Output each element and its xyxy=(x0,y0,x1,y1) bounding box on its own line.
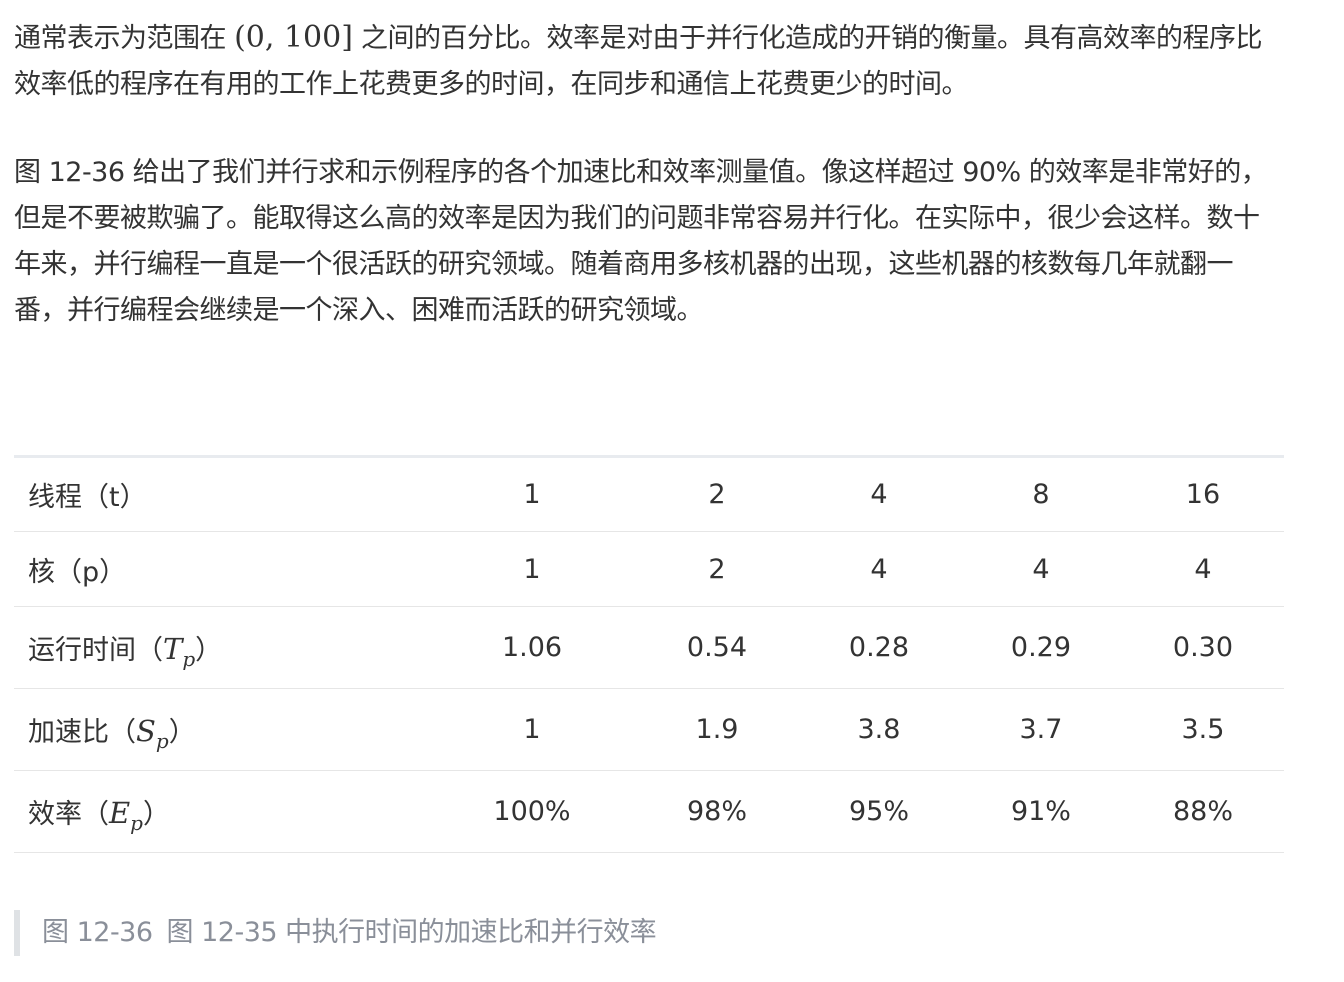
row-label-threads: 线程（t） xyxy=(14,456,428,532)
table-cell: 2 xyxy=(636,456,798,532)
table-cell: 100% xyxy=(428,770,636,853)
row-label-speedup: 加速比（Sp） xyxy=(14,688,428,771)
table-cell: 4 xyxy=(1121,531,1284,607)
table-row-runtime: 运行时间（Tp） 1.06 0.54 0.28 0.29 0.30 xyxy=(14,606,1284,689)
table-cell: 3.8 xyxy=(797,688,960,771)
table-cell: 8 xyxy=(959,456,1122,532)
table-cell: 1 xyxy=(428,688,636,771)
label-text: 运行时间（ xyxy=(28,635,163,666)
table-cell: 95% xyxy=(797,770,960,853)
label-text: ） xyxy=(195,635,223,666)
table-row-efficiency: 效率（Ep） 100% 98% 95% 91% 88% xyxy=(14,770,1284,853)
table-cell: 16 xyxy=(1121,456,1284,532)
math-range: (0, 100] xyxy=(234,20,353,55)
table-cell: 2 xyxy=(636,531,798,607)
table-cell: 88% xyxy=(1121,770,1284,853)
figure-number: 图 12-36 xyxy=(42,917,153,948)
table-cell: 3.5 xyxy=(1121,688,1284,771)
label-text: ） xyxy=(168,717,196,748)
table-row-speedup: 加速比（Sp） 1 1.9 3.8 3.7 3.5 xyxy=(14,688,1284,771)
paragraph-figure-discussion: 图 12-36 给出了我们并行求和示例程序的各个加速比和效率测量值。像这样超过 … xyxy=(14,157,1268,326)
table-cell: 4 xyxy=(797,456,960,532)
table-cell: 0.29 xyxy=(959,606,1122,689)
table-cell: 4 xyxy=(797,531,960,607)
table-cell: 0.28 xyxy=(797,606,960,689)
math-variable: T xyxy=(163,632,183,666)
paragraph-efficiency-definition: 通常表示为范围在 (0, 100] 之间的百分比。效率是对由于并行化造成的开销的… xyxy=(14,15,1284,108)
row-label-runtime: 运行时间（Tp） xyxy=(14,606,428,689)
row-label-cores: 核（p） xyxy=(14,531,428,607)
article-body: 通常表示为范围在 (0, 100] 之间的百分比。效率是对由于并行化造成的开销的… xyxy=(14,0,1284,334)
table-cell: 1.9 xyxy=(636,688,798,771)
table-cell: 1 xyxy=(428,531,636,607)
table-cell: 0.30 xyxy=(1121,606,1284,689)
table-cell: 91% xyxy=(959,770,1122,853)
paragraph-text: 通常表示为范围在 xyxy=(14,23,235,54)
row-label-efficiency: 效率（Ep） xyxy=(14,770,428,853)
table-cell: 3.7 xyxy=(959,688,1122,771)
paragraph-text: 之间的百分比。效率是对由于并行化造成的开销的衡量。具有高效率的程序比效率低的程序… xyxy=(14,23,1263,100)
math-subscript: p xyxy=(155,729,169,753)
label-text: 加速比（ xyxy=(28,717,136,748)
math-subscript: p xyxy=(130,811,143,835)
table-row-threads: 线程（t） 1 2 4 8 16 xyxy=(14,456,1284,532)
math-variable: E xyxy=(109,796,131,830)
table-cell: 98% xyxy=(636,770,798,853)
speedup-efficiency-table: 线程（t） 1 2 4 8 16 核（p） 1 2 4 4 4 运行时间（Tp）… xyxy=(14,455,1284,853)
table-cell: 1 xyxy=(428,456,636,532)
math-variable: S xyxy=(136,714,156,748)
label-text: ） xyxy=(142,799,170,830)
table-cell: 4 xyxy=(959,531,1122,607)
label-text: 效率（ xyxy=(28,799,109,830)
math-subscript: p xyxy=(182,647,196,671)
table-row-cores: 核（p） 1 2 4 4 4 xyxy=(14,531,1284,607)
table-cell: 1.06 xyxy=(428,606,636,689)
table-cell: 0.54 xyxy=(636,606,798,689)
figure-caption: 图 12-36 图 12-35 中执行时间的加速比和并行效率 xyxy=(14,910,657,956)
figure-caption-text: 图 12-35 中执行时间的加速比和并行效率 xyxy=(166,917,657,948)
